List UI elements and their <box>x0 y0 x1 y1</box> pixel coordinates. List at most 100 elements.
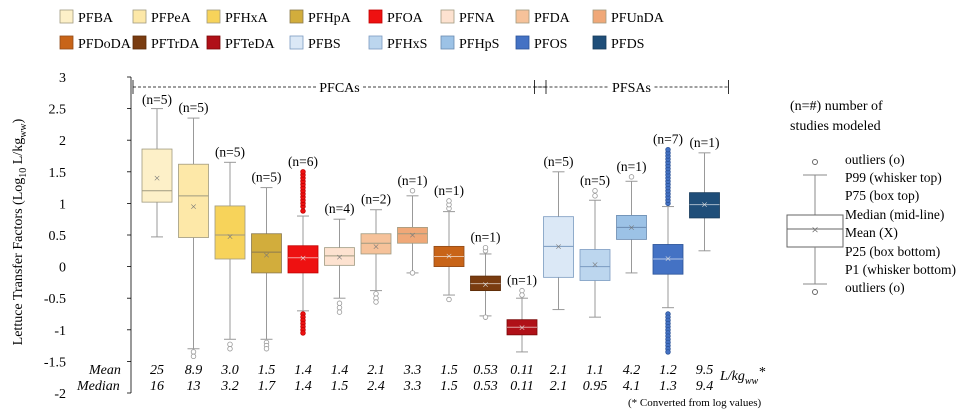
mean-row-label: Mean <box>88 363 121 378</box>
box-pfhpa: × (n=5) <box>251 170 282 352</box>
legend-label-pfhxa: PFHxA <box>225 11 269 26</box>
legend-label-pfhps: PFHpS <box>459 37 499 52</box>
mean-mark-pfba: × <box>154 171 161 185</box>
legend-label-pfhxs: PFHxS <box>387 37 427 52</box>
y-tick-label: -0.5 <box>44 292 66 307</box>
key-outlier-bottom <box>812 289 818 295</box>
box-pfpea: × (n=5) <box>178 100 209 360</box>
y-axis-title-ww: ww <box>18 123 29 138</box>
mean-value: 1.2 <box>659 363 677 378</box>
median-value: 0.53 <box>473 379 498 394</box>
legend-label-pfos: PFOS <box>534 37 567 52</box>
legend-swatch-pfda <box>515 9 530 24</box>
key-outliers-bottom: outliers (o) <box>845 280 905 295</box>
box-pfhxa: × (n=5) <box>214 144 246 352</box>
legend-swatch-pfoa <box>368 9 383 24</box>
legend: PFBA PFPeA PFHxA PFHpA PFOA PFNA PFDA PFUnDA PFD… <box>59 9 665 52</box>
box-body-pfoa <box>287 245 319 274</box>
footnote: (* Converted from log values) <box>628 397 762 409</box>
y-tick-label: 2 <box>59 134 66 149</box>
median-value: 1.5 <box>331 379 349 394</box>
mean-mark-pfhpa: × <box>263 248 270 262</box>
outlier-pfos <box>665 146 671 153</box>
outlier-pfdoda <box>446 296 452 303</box>
group-label-bg <box>316 79 363 93</box>
n-label-pfteda: (n=1) <box>507 273 537 288</box>
outlier-pfteda <box>519 287 525 294</box>
legend-swatch-pfna <box>440 9 455 24</box>
median-value: 2.1 <box>550 379 568 394</box>
unit-label-ww: ww <box>745 376 759 387</box>
outlier-pfna <box>336 309 343 315</box>
median-value: 1.7 <box>258 379 277 394</box>
outlier-pfunda <box>409 188 416 194</box>
mean-mark-pfteda: × <box>519 320 526 334</box>
box-body-pfba <box>141 148 173 203</box>
key-p99: P99 (whisker top) <box>845 170 942 185</box>
n-label-pfna: (n=4) <box>324 201 354 216</box>
n-label-pfoa: (n=6) <box>288 154 318 169</box>
mean-mark-pfdoda: × <box>446 249 453 263</box>
key-title-line1: (n=#) number of <box>790 99 883 114</box>
n-label-pftrda: (n=1) <box>470 230 500 245</box>
box-body-pfhxs <box>579 249 611 281</box>
n-label-pfos: (n=7) <box>653 132 683 147</box>
box-key: (n=#) number of studies modeled × outlie… <box>786 99 956 295</box>
key-median: Median (mid-line) <box>845 207 944 222</box>
y-tick-label: 0 <box>59 261 66 276</box>
y-tick-label: 2.5 <box>49 103 67 118</box>
outlier-pfhxs <box>592 193 598 199</box>
mean-value: 1.4 <box>331 363 349 378</box>
median-value: 1.4 <box>294 379 312 394</box>
box-pfos: × (n=7) <box>652 132 684 355</box>
box-pfhxs: × (n=5) <box>579 173 611 318</box>
mean-value: 1.4 <box>294 363 312 378</box>
median-value: 4.1 <box>623 379 641 394</box>
legend-label-pfoa: PFOA <box>387 11 424 26</box>
outlier-pfhpa <box>263 346 270 352</box>
n-label-pfba: (n=5) <box>142 92 172 107</box>
key-box <box>786 214 844 248</box>
mean-mark-pfda: × <box>373 239 380 253</box>
box-pfoa: × (n=6) <box>287 154 319 336</box>
mean-mark-pfpea: × <box>190 200 197 214</box>
key-outlier-top <box>812 159 818 165</box>
outlier-pfna <box>336 304 343 311</box>
legend-swatch-pfunda <box>592 9 607 24</box>
box-body-pfhxa <box>214 205 246 260</box>
outlier-pfhps <box>628 174 635 180</box>
legend-swatch-pfdoda <box>59 35 74 50</box>
key-outliers-top: outliers (o) <box>845 152 905 167</box>
mean-value: 0.11 <box>510 363 533 378</box>
n-label-pfunda: (n=1) <box>397 173 427 188</box>
n-label-pfhpa: (n=5) <box>251 170 281 185</box>
outlier-pfhxa <box>227 341 233 348</box>
mean-value: 3.3 <box>403 363 422 378</box>
median-value: 3.3 <box>403 379 422 394</box>
mean-value: 0.53 <box>473 363 498 378</box>
legend-swatch-pfbs <box>289 35 304 50</box>
mean-value: 1.5 <box>440 363 458 378</box>
outlier-pfos <box>665 349 671 355</box>
group-label-pfsas: PFSAs <box>612 81 651 96</box>
unit-label: L/kgww* <box>719 365 765 387</box>
box-pftrda: × (n=1) <box>470 230 501 320</box>
unit-label-star: * <box>758 365 765 380</box>
legend-label-pftrda: PFTrDA <box>151 37 200 52</box>
legend-label-pfteda: PFTeDA <box>225 37 275 52</box>
median-value: 2.4 <box>367 379 385 394</box>
legend-swatch-pfba <box>59 9 74 24</box>
box-pfunda: × (n=1) <box>397 173 428 276</box>
mean-mark-pfna: × <box>336 250 343 264</box>
y-tick-label: 3 <box>59 71 66 86</box>
y-axis: 3 2.5 2 1.5 1 0.5 0 -0.5 -1 -1.5 -2 <box>44 71 132 402</box>
y-tick-label: 1 <box>59 197 66 212</box>
box-body-pfpea <box>178 163 209 238</box>
plot-area: × (n=5) × (n=5) × (n=5) × (n=5) × (n=6) × (n=4) × (n=… <box>141 92 720 360</box>
median-value: 0.95 <box>583 379 608 394</box>
y-tick-label: -1.5 <box>44 355 66 370</box>
outlier-pftrda <box>482 314 489 320</box>
group-brackets: PFCAs PFSAs <box>132 79 729 96</box>
outlier-pfda <box>373 291 379 297</box>
mean-mark-pfbs: × <box>555 239 562 253</box>
